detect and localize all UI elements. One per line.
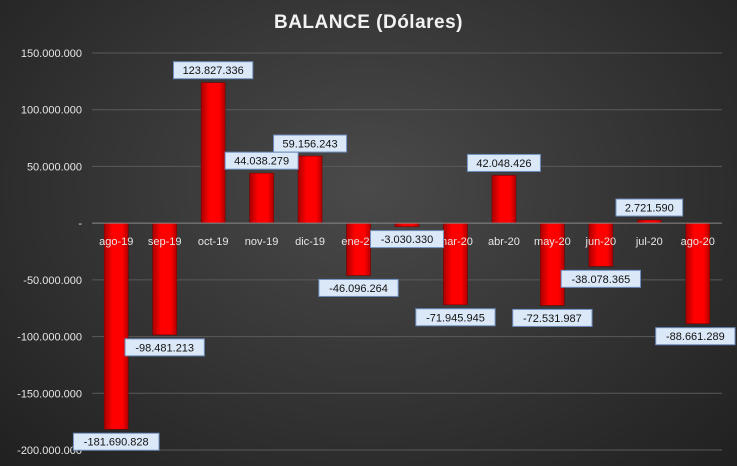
x-tick-label: sep-19 [148, 236, 182, 248]
data-label: -38.078.365 [571, 274, 630, 286]
y-tick-label: 150.000.000 [21, 48, 82, 60]
y-tick-label: 50.000.000 [27, 161, 82, 173]
data-label-box [124, 338, 205, 357]
data-label-box [72, 432, 160, 451]
x-tick-label: jun-20 [585, 236, 617, 248]
data-label: -98.481.213 [135, 342, 194, 354]
y-tick-label: - [78, 218, 82, 230]
data-label-box [560, 269, 641, 288]
bar [540, 222, 565, 306]
bar [346, 222, 371, 276]
bar [588, 222, 614, 267]
data-label-box [512, 308, 593, 327]
data-label-box [173, 61, 254, 80]
data-label: -72.531.987 [523, 313, 582, 325]
data-label-box [224, 151, 299, 170]
data-label-box [615, 198, 684, 217]
y-tick-label: -100.000.000 [17, 332, 82, 344]
x-tick-label: may-20 [534, 236, 571, 248]
x-tick-label: oct-19 [198, 236, 229, 248]
x-tick-label: abr-20 [488, 236, 520, 248]
data-label-box [415, 308, 496, 327]
x-tick-label: ago-19 [99, 236, 133, 248]
data-label-box [466, 153, 541, 172]
y-tick-label: -200.000.000 [17, 445, 82, 457]
bar [297, 155, 323, 224]
bar [394, 222, 420, 227]
data-label: 2.721.590 [625, 203, 674, 215]
data-label-box [655, 327, 736, 346]
bar [249, 172, 274, 224]
bar [443, 222, 468, 306]
y-tick-label: 100.000.000 [21, 105, 82, 117]
x-tick-label: mar-20 [438, 236, 473, 248]
bar [103, 222, 129, 430]
data-label: -71.945.945 [426, 312, 485, 324]
data-label: 59.156.243 [283, 139, 338, 151]
y-tick-label: -150.000.000 [17, 388, 82, 400]
data-label-box [318, 278, 399, 297]
data-label-box [370, 230, 444, 249]
x-tick-label: jul-20 [635, 236, 663, 248]
bar [200, 82, 226, 224]
bar [685, 222, 711, 325]
x-tick-label: dic-19 [295, 236, 325, 248]
data-label-box [273, 134, 348, 153]
x-tick-label: ene-20 [341, 236, 375, 248]
data-label: 42.048.426 [476, 158, 531, 170]
data-label: 123.827.336 [183, 65, 244, 77]
x-tick-label: nov-19 [245, 236, 279, 248]
data-label: -181.690.828 [84, 437, 149, 449]
data-label: -88.661.289 [666, 331, 725, 343]
bar [491, 175, 517, 224]
y-tick-label: -50.000.000 [23, 275, 82, 287]
data-label: -3.030.330 [381, 234, 434, 246]
data-label: -46.096.264 [329, 283, 388, 295]
x-tick-label: ago-20 [681, 236, 715, 248]
chart-title: BALANCE (Dólares) [273, 12, 464, 33]
data-label: 44.038.279 [234, 156, 289, 168]
